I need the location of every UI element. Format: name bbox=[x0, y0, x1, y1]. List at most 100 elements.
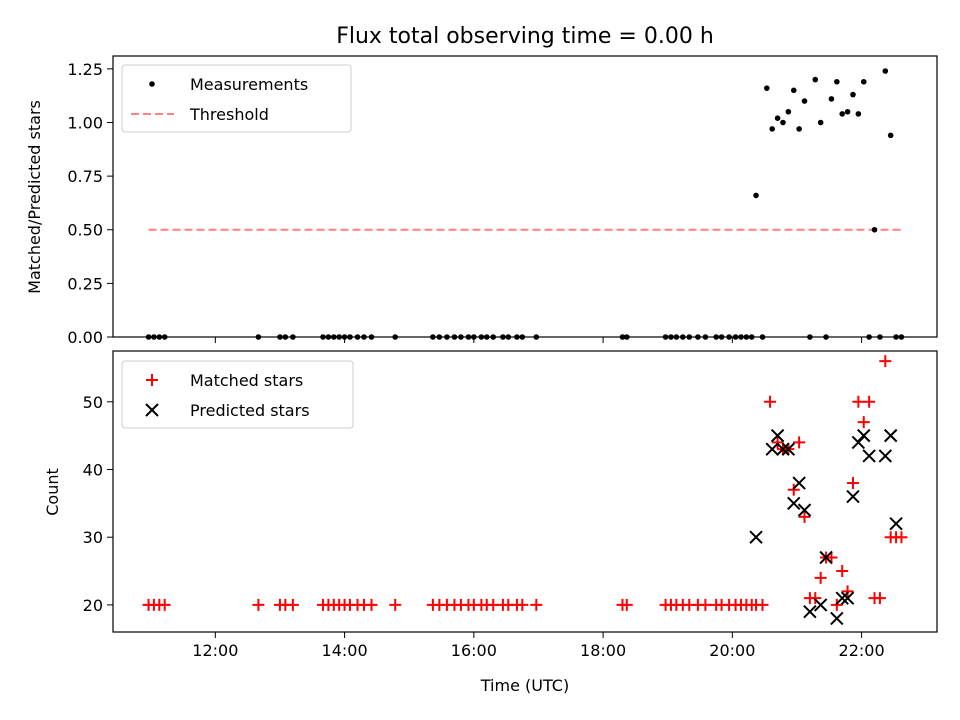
measurement-point bbox=[444, 334, 450, 340]
measurement-point bbox=[679, 334, 686, 340]
measurement-point bbox=[855, 111, 862, 117]
measurement-point bbox=[850, 91, 856, 98]
measurement-point bbox=[151, 334, 157, 340]
measurement-point bbox=[844, 108, 851, 115]
measurement-point bbox=[759, 334, 766, 340]
bottom-x-ticks: 12:00 14:00 16:00 18:00 20:00 22:00 bbox=[192, 632, 885, 660]
measurement-point bbox=[893, 334, 899, 340]
predicted-star-point bbox=[883, 428, 898, 443]
measurement-point bbox=[834, 78, 840, 85]
matched-star-point bbox=[857, 416, 870, 429]
matched-stars-legend-label: Matched stars bbox=[190, 371, 303, 390]
predicted-star-point bbox=[813, 598, 828, 612]
predicted-star-point bbox=[781, 442, 796, 456]
matched-star-point bbox=[620, 598, 633, 611]
top-y-ticks: 0.00 0.25 0.50 0.75 1.00 1.25 bbox=[67, 60, 113, 347]
top-y-tick-label: 1.00 bbox=[67, 113, 103, 132]
predicted-star-point bbox=[803, 604, 817, 619]
measurement-point bbox=[726, 334, 732, 340]
predicted-star-point bbox=[776, 442, 790, 456]
measurement-point bbox=[255, 334, 262, 340]
measurement-point bbox=[748, 334, 755, 340]
measurement-point bbox=[430, 334, 436, 340]
measurement-point bbox=[860, 78, 867, 85]
measurement-point bbox=[519, 334, 526, 340]
bottom-legend: Matched stars Predicted stars bbox=[121, 360, 354, 429]
predicted-star-point bbox=[770, 428, 785, 443]
matched-star-point bbox=[365, 598, 378, 611]
measurement-point bbox=[500, 334, 506, 340]
predicted-star-point bbox=[797, 503, 812, 517]
matched-stars-legend-marker bbox=[146, 374, 158, 386]
x-tick-label: 16:00 bbox=[451, 641, 497, 660]
top-y-axis-label: Matched/Predicted stars bbox=[25, 100, 44, 294]
measurement-point bbox=[325, 334, 332, 340]
measurement-point bbox=[668, 334, 674, 340]
matched-star-point bbox=[841, 585, 854, 598]
matched-star-point bbox=[158, 598, 171, 611]
measurement-point bbox=[320, 334, 326, 340]
matched-star-point bbox=[516, 598, 529, 611]
measurement-point bbox=[898, 334, 905, 340]
bottom-y-tick-label: 30 bbox=[83, 528, 103, 547]
measurement-point bbox=[161, 334, 168, 340]
matched-star-point bbox=[879, 355, 892, 368]
measurement-point bbox=[718, 334, 725, 340]
top-chart-title: Flux total observing time = 0.00 h bbox=[336, 24, 714, 49]
threshold-legend-label: Threshold bbox=[189, 105, 269, 124]
measurements-legend-marker bbox=[149, 81, 155, 87]
matched-star-point bbox=[252, 598, 265, 611]
measurement-point bbox=[145, 334, 152, 340]
measurement-point bbox=[823, 334, 829, 340]
predicted-star-point bbox=[749, 530, 763, 544]
measurement-point bbox=[392, 334, 399, 340]
predicted-stars-legend-label: Predicted stars bbox=[190, 401, 310, 420]
measurement-point bbox=[866, 334, 872, 340]
measurement-point bbox=[753, 192, 759, 199]
measurement-point bbox=[817, 119, 824, 126]
bottom-y-ticks: 20 30 40 50 bbox=[83, 393, 113, 615]
top-y-tick-label: 0.50 bbox=[67, 221, 103, 240]
matched-star-point bbox=[787, 483, 800, 496]
predicted-star-point bbox=[857, 428, 871, 443]
measurement-point bbox=[341, 334, 348, 340]
predicted-star-point bbox=[862, 449, 876, 463]
measurement-point bbox=[877, 334, 883, 340]
matched-star-point bbox=[771, 436, 784, 449]
top-y-tick-label: 1.25 bbox=[67, 60, 103, 79]
measurement-point bbox=[871, 226, 878, 233]
top-plot: 0.00 0.25 0.50 0.75 1.00 1.25 Matched/Predict… bbox=[25, 55, 938, 347]
measurement-point bbox=[702, 334, 709, 340]
predicted-star-point bbox=[878, 449, 893, 463]
x-axis-label: Time (UTC) bbox=[480, 676, 569, 695]
bottom-y-tick-label: 40 bbox=[83, 460, 103, 479]
measurement-point bbox=[764, 85, 770, 91]
measurement-point bbox=[336, 334, 342, 340]
matched-star-point bbox=[873, 592, 886, 605]
measurement-point bbox=[713, 334, 719, 340]
bottom-plot-frame bbox=[112, 350, 938, 633]
predicted-star-point bbox=[792, 476, 806, 490]
predicted-star-point bbox=[765, 442, 779, 456]
measurement-point bbox=[619, 334, 626, 340]
measurement-point bbox=[347, 334, 353, 340]
matched-star-point bbox=[793, 436, 806, 449]
matched-star-point bbox=[389, 598, 402, 611]
matched-star-point bbox=[895, 531, 908, 544]
measurements-legend-label: Measurements bbox=[190, 75, 308, 94]
measurement-point bbox=[354, 334, 361, 340]
measurement-point bbox=[807, 334, 813, 340]
measurement-point bbox=[533, 334, 540, 340]
measurement-point bbox=[277, 334, 283, 340]
measurement-point bbox=[828, 96, 835, 102]
predicted-star-point bbox=[819, 550, 833, 565]
predicted-stars-legend-marker bbox=[145, 403, 159, 417]
measurement-point bbox=[738, 334, 744, 340]
measurement-point bbox=[478, 334, 485, 340]
measurement-point bbox=[796, 126, 802, 132]
matched-star-point bbox=[836, 565, 849, 578]
matched-star-point bbox=[286, 598, 299, 611]
matched-star-point bbox=[852, 395, 865, 408]
